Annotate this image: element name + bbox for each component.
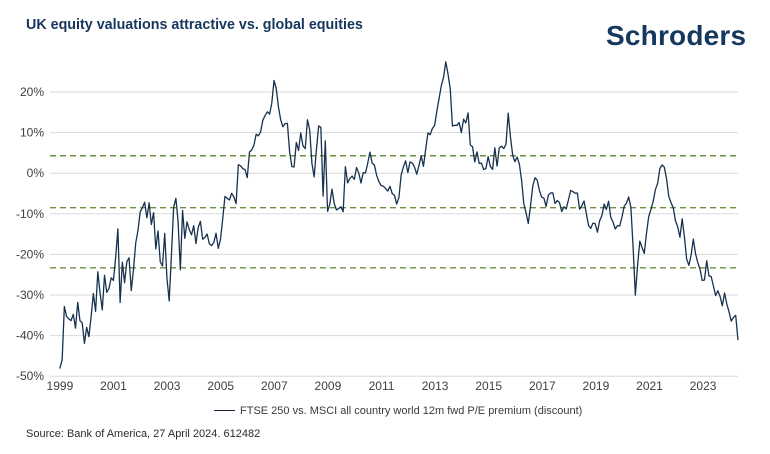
svg-text:2013: 2013: [422, 379, 449, 393]
svg-text:-30%: -30%: [16, 288, 44, 302]
svg-text:2021: 2021: [636, 379, 663, 393]
svg-text:-20%: -20%: [16, 247, 44, 261]
svg-text:-10%: -10%: [16, 207, 44, 221]
svg-text:0%: 0%: [27, 166, 45, 180]
svg-text:2011: 2011: [369, 379, 395, 393]
svg-text:10%: 10%: [20, 126, 44, 140]
svg-text:1999: 1999: [47, 379, 74, 393]
svg-text:2015: 2015: [475, 379, 502, 393]
svg-text:2005: 2005: [207, 379, 234, 393]
svg-text:20%: 20%: [20, 85, 44, 99]
svg-text:2003: 2003: [154, 379, 181, 393]
svg-text:2009: 2009: [315, 379, 342, 393]
svg-text:2019: 2019: [583, 379, 610, 393]
svg-text:2017: 2017: [529, 379, 556, 393]
svg-text:2007: 2007: [261, 379, 288, 393]
svg-text:-50%: -50%: [16, 369, 44, 383]
svg-text:-40%: -40%: [16, 329, 44, 343]
svg-text:2023: 2023: [690, 379, 717, 393]
svg-text:2001: 2001: [100, 379, 127, 393]
